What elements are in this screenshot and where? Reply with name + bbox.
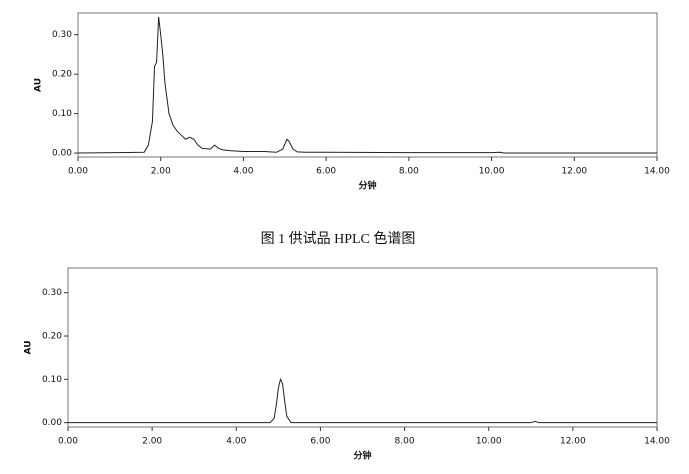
x-tick-label: 2.00 — [151, 167, 171, 177]
y-tick-label: 0.00 — [42, 418, 62, 428]
x-tick-label: 10.00 — [479, 167, 505, 177]
y-tick-label: 0.20 — [42, 332, 62, 342]
x-tick-label: 12.00 — [561, 167, 587, 177]
y-tick-label: 0.10 — [42, 375, 62, 385]
plot-frame — [67, 267, 658, 428]
x-tick-label: 6.00 — [316, 167, 336, 177]
x-tick-label: 8.00 — [399, 167, 419, 177]
x-tick-label: 14.00 — [644, 167, 670, 177]
caption: 图 1 供试品 HPLC 色谱图 — [261, 230, 416, 247]
x-tick-label: 14.00 — [644, 437, 670, 447]
y-tick-label: 0.30 — [42, 288, 62, 298]
x-tick-label: 0.00 — [58, 437, 78, 447]
x-tick-label: 8.00 — [395, 437, 415, 447]
y-axis-label: AU — [24, 341, 34, 355]
y-tick-label: 0.20 — [52, 70, 72, 80]
plot-frame — [77, 12, 658, 158]
chromatogram-line — [77, 16, 657, 154]
x-tick-label: 12.00 — [560, 437, 586, 447]
y-tick-label: 0.00 — [52, 149, 72, 159]
chromatogram-line — [68, 377, 657, 424]
x-tick-label: 10.00 — [476, 437, 502, 447]
x-tick-label: 0.00 — [68, 167, 88, 177]
x-axis-label: 分钟 — [353, 450, 371, 462]
x-tick-label: 6.00 — [310, 437, 330, 447]
y-axis-label: AU — [34, 78, 44, 92]
x-tick-label: 4.00 — [226, 437, 246, 447]
x-tick-label: 4.00 — [233, 167, 253, 177]
x-axis-label: 分钟 — [358, 180, 376, 192]
y-tick-label: 0.10 — [52, 109, 72, 119]
y-tick-label: 0.30 — [52, 30, 72, 40]
x-tick-label: 2.00 — [142, 437, 162, 447]
